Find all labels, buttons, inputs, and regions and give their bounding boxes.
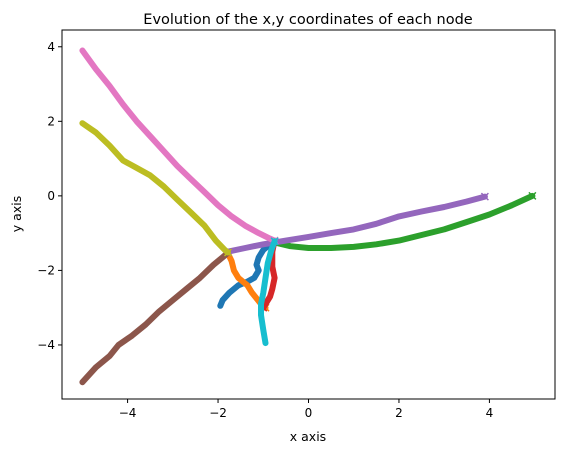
end-marker xyxy=(480,192,489,201)
y-tick-label: 4 xyxy=(47,40,55,54)
axes-layer: −4 −2 0 2 4 −4 −2 0 2 4 xyxy=(37,40,493,420)
chart-title: Evolution of the x,y coordinates of each… xyxy=(143,12,473,28)
series-3 xyxy=(271,191,537,251)
trajectory-line xyxy=(79,47,278,244)
series-8 xyxy=(79,120,233,257)
x-axis-label: x axis xyxy=(290,429,326,444)
end-marker xyxy=(528,191,537,200)
x-tick-label: 0 xyxy=(305,406,313,420)
trajectory-line xyxy=(79,249,231,386)
end-marker xyxy=(270,237,279,246)
series-layer xyxy=(79,47,537,386)
trajectory-line xyxy=(258,238,278,347)
series-9 xyxy=(258,237,279,347)
x-tick-label: −2 xyxy=(209,406,227,420)
trajectory-line xyxy=(79,120,231,256)
trajectory-line xyxy=(271,192,536,251)
y-tick-label: 2 xyxy=(47,114,55,128)
end-marker xyxy=(223,248,233,257)
y-tick-label: −4 xyxy=(37,338,55,352)
x-tick-label: 2 xyxy=(395,406,403,420)
y-tick-label: 0 xyxy=(47,189,55,203)
trajectory-line xyxy=(217,238,278,309)
y-tick-label: −2 xyxy=(37,263,55,277)
y-axis-label: y axis xyxy=(9,196,24,232)
trajectory-line xyxy=(224,193,488,255)
x-tick-label: 4 xyxy=(486,406,494,420)
x-tick-label: −4 xyxy=(119,406,137,420)
series-5 xyxy=(224,192,489,255)
